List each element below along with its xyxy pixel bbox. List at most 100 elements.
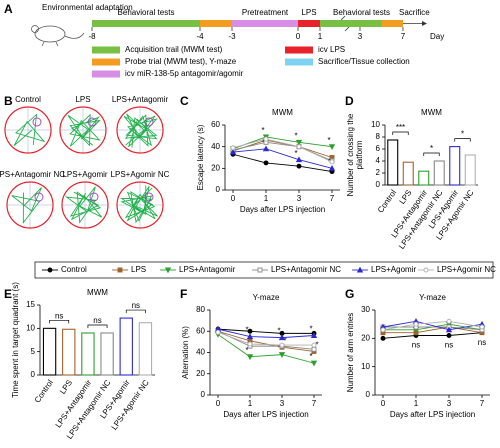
x-tick-label: 7 (330, 194, 335, 203)
maze-trace (67, 113, 102, 147)
maze-pool (61, 181, 109, 229)
legend-label: LPS+Antagomir (179, 265, 236, 274)
x-tick-label: 1 (264, 194, 269, 203)
series-line (217, 334, 315, 364)
maze-pool (59, 106, 107, 154)
legend-label: LPS+Agomir NC (437, 265, 496, 274)
bar (119, 317, 133, 376)
timeline-legend-label: Acquisition trail (MWM test) (125, 45, 223, 54)
y-tick-label: 10 (361, 362, 370, 371)
y-tick-label: 0 (31, 370, 36, 379)
y-tick-label: 0 (216, 185, 221, 194)
chart-title: Y-maze (253, 293, 280, 302)
comparison-bracket (49, 319, 70, 324)
panel-label: B (4, 94, 13, 108)
y-axis-label: Escape latency (s) (196, 124, 205, 190)
bar (81, 332, 95, 376)
y-tick-label: 2 (376, 168, 381, 177)
timeline-phase: Sacrifice (399, 8, 430, 17)
y-axis-label: Number of arm entries (346, 313, 355, 393)
y-tick-label: 5 (31, 347, 36, 356)
marker (278, 352, 286, 358)
marker (246, 354, 254, 361)
y-axis-label: Number of crossing the (346, 113, 355, 196)
series-line (232, 139, 333, 158)
panel-label: E (4, 287, 12, 301)
comparison-label: ns (93, 316, 101, 325)
timeline-legend-swatch (92, 46, 120, 54)
panel-label: G (345, 287, 354, 301)
series-line (217, 331, 314, 346)
marker (311, 342, 317, 348)
y-tick-label: 20 (196, 369, 205, 378)
marker (295, 139, 303, 146)
bar (418, 170, 430, 186)
series-line (382, 332, 483, 339)
significance: * (315, 341, 318, 350)
legend-label: LPS (131, 265, 146, 274)
x-tick-label: Control (33, 378, 55, 404)
marker (446, 318, 452, 324)
axis-break (340, 15, 350, 32)
timeline-segment (92, 20, 200, 27)
y-tick-label: 10 (26, 323, 35, 332)
x-tick-label: LPS (58, 378, 74, 396)
marker (279, 342, 285, 348)
bar (433, 160, 445, 186)
chart-title: MWM (421, 108, 442, 117)
maze-pool (4, 106, 52, 154)
significance: * (327, 157, 330, 166)
timeline-tick-label: 3 (358, 32, 363, 41)
y-tick-label: 20 (211, 163, 220, 172)
marker (263, 136, 269, 142)
maze-pool (6, 181, 54, 229)
marker (445, 326, 453, 333)
maze-platform (89, 192, 99, 202)
significance: * (309, 352, 312, 361)
series-line (383, 326, 483, 334)
mouse-icon (31, 25, 85, 47)
bar (449, 146, 461, 186)
x-tick-label: 1 (414, 399, 419, 408)
bar (100, 332, 114, 376)
series-line (217, 330, 315, 350)
comparison-label: ns (132, 301, 140, 310)
series-line (232, 138, 333, 163)
y-tick-label: 0 (366, 390, 371, 399)
comparison-bracket (423, 152, 440, 156)
y-tick-label: 0 (201, 390, 206, 399)
bar (402, 161, 414, 186)
timeline-segment (320, 20, 382, 27)
marker (423, 267, 429, 273)
timeline-legend-label: Probe trial (MWM test), Y-maze (125, 57, 237, 66)
maze-label: LPS+Antagomir NC (0, 170, 65, 179)
y-axis-label: platform (355, 140, 364, 169)
timeline-legend-label: Sacrifice/Tissue collection (318, 57, 410, 66)
maze-trace (119, 185, 158, 224)
bar (387, 139, 399, 186)
y-tick-label: 10 (371, 120, 380, 129)
y-tick-label: 0 (376, 180, 381, 189)
series-line (232, 136, 333, 150)
series-line (232, 153, 333, 173)
panel-label: C (180, 94, 189, 108)
timeline-legend-swatch (285, 46, 313, 54)
marker (328, 144, 336, 151)
timeline-phase: LPS (301, 8, 316, 17)
comparison-label: ns (55, 311, 63, 320)
marker (328, 164, 336, 171)
timeline-tick-label: 7 (401, 32, 406, 41)
maze-label: LPS+Antagomir (112, 95, 169, 104)
series-line (382, 320, 483, 331)
marker (117, 267, 123, 273)
comparison-bracket (87, 324, 108, 328)
y-tick-label: 80 (196, 305, 205, 314)
comparison-label: * (430, 144, 433, 153)
panel-label: D (345, 94, 354, 108)
marker (329, 159, 335, 165)
significance: * (245, 346, 248, 355)
marker (310, 332, 318, 338)
chart-title: Y-maze (419, 293, 446, 302)
maze-label: LPS+Agomir (62, 170, 107, 179)
timeline-tick-label: -3 (228, 32, 236, 41)
